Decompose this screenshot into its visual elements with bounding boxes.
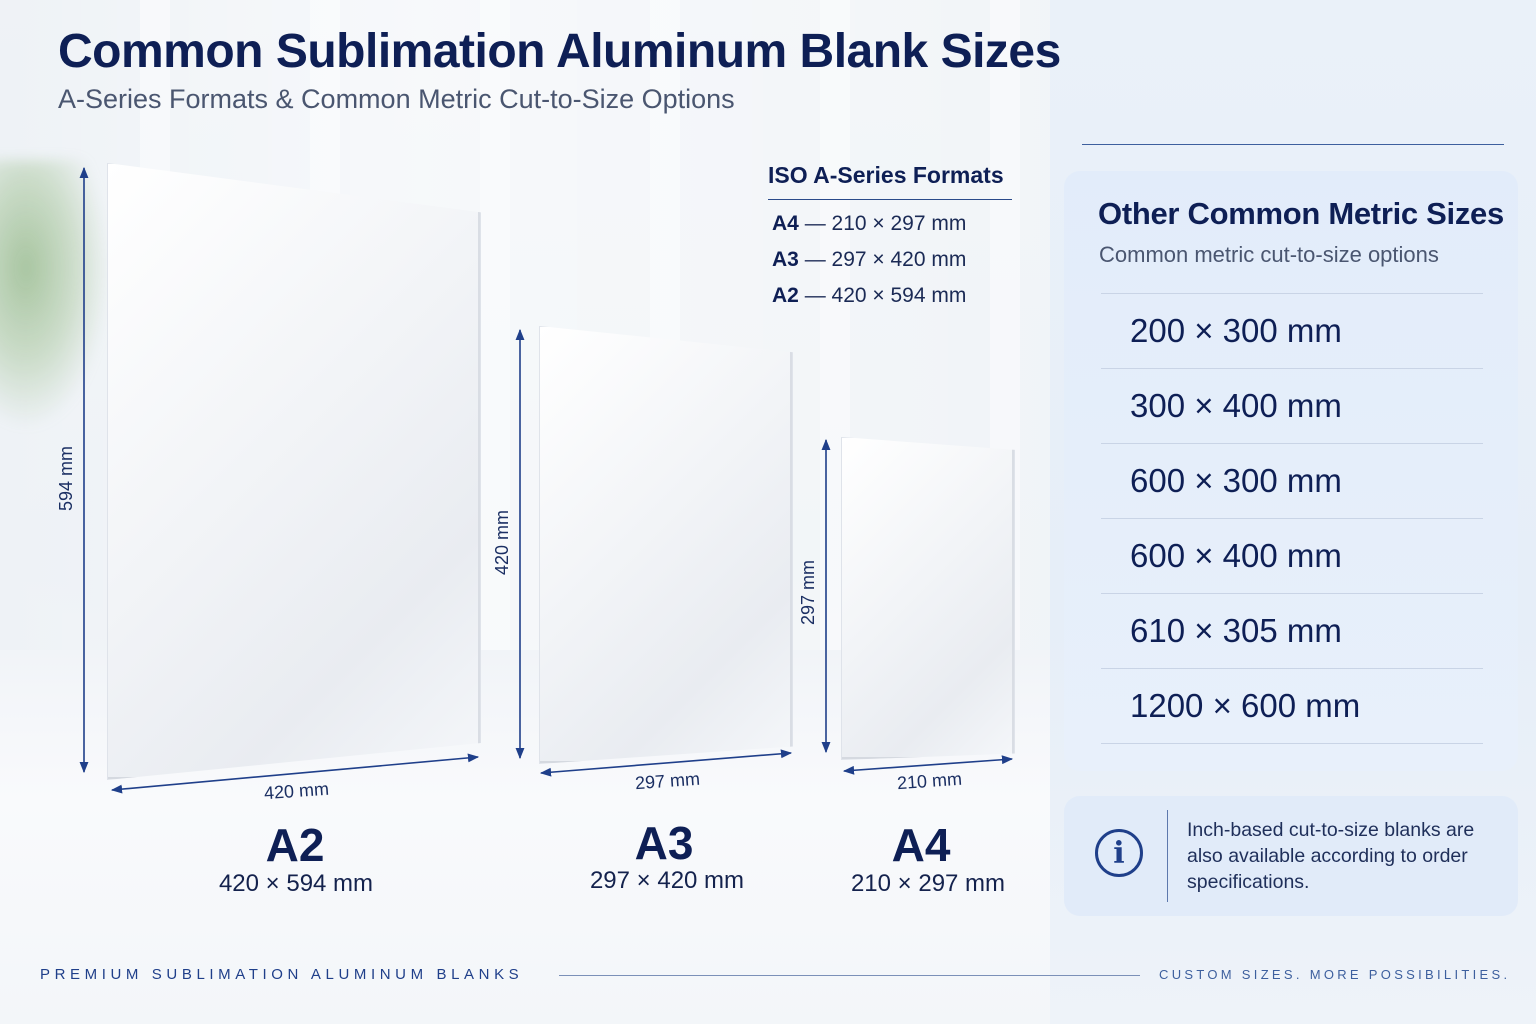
metric-sizes-card bbox=[1064, 171, 1518, 771]
a4-size: 210 × 297 mm bbox=[850, 870, 1006, 897]
iso-row-code: A4 bbox=[772, 212, 799, 235]
a4-name: A4 bbox=[891, 819, 951, 871]
footer-tagline-right: CUSTOM SIZES. MORE POSSIBILITIES. bbox=[1159, 967, 1511, 982]
background-plant bbox=[0, 160, 110, 430]
iso-row-dims: — 210 × 297 mm bbox=[804, 212, 967, 235]
a2-blank-panel bbox=[107, 163, 481, 780]
metric-size-item: 600 × 400 mm bbox=[1101, 518, 1483, 593]
top-divider bbox=[1082, 144, 1504, 145]
iso-row-code: A3 bbox=[772, 248, 799, 271]
metric-sizes-title: Other Common Metric Sizes bbox=[1098, 196, 1504, 231]
a2-width-arrow bbox=[110, 753, 480, 794]
info-text: Inch-based cut-to-size blanks are also a… bbox=[1187, 819, 1475, 893]
info-icon: i bbox=[1095, 829, 1143, 877]
iso-row-code: A2 bbox=[772, 284, 799, 307]
metric-sizes-subtitle: Common metric cut-to-size options bbox=[1099, 242, 1439, 267]
metric-sizes-list: 200 × 300 mm 300 × 400 mm 600 × 300 mm 6… bbox=[1101, 293, 1483, 744]
metric-size-item: 610 × 305 mm bbox=[1101, 593, 1483, 668]
a4-blank-panel bbox=[841, 437, 1015, 760]
a3-width-arrow bbox=[539, 749, 793, 777]
iso-row: A4 — 210 × 297 mm bbox=[768, 212, 1012, 236]
metric-size-item: 200 × 300 mm bbox=[1101, 293, 1483, 368]
a2-size: 420 × 594 mm bbox=[218, 870, 374, 897]
a3-name: A3 bbox=[634, 817, 694, 869]
footer-divider bbox=[559, 975, 1140, 976]
iso-formats-title: ISO A-Series Formats bbox=[768, 162, 1012, 200]
page-subtitle: A-Series Formats & Common Metric Cut-to-… bbox=[58, 84, 735, 114]
page-title: Common Sublimation Aluminum Blank Sizes bbox=[58, 25, 1061, 78]
footer-tagline-left: PREMIUM SUBLIMATION ALUMINUM BLANKS bbox=[40, 966, 524, 983]
a3-blank-panel bbox=[539, 326, 793, 764]
metric-size-item: 300 × 400 mm bbox=[1101, 368, 1483, 443]
iso-row: A3 — 297 × 420 mm bbox=[768, 248, 1012, 272]
iso-row-dims: — 297 × 420 mm bbox=[804, 248, 967, 271]
iso-row: A2 — 420 × 594 mm bbox=[768, 284, 1012, 308]
info-divider bbox=[1167, 810, 1168, 902]
a3-size: 297 × 420 mm bbox=[589, 867, 745, 894]
metric-size-item: 1200 × 600 mm bbox=[1101, 668, 1483, 744]
a2-name: A2 bbox=[265, 819, 325, 871]
a3-height-label: 420 mm bbox=[492, 509, 513, 576]
a4-width-arrow bbox=[842, 755, 1014, 775]
metric-size-item: 600 × 300 mm bbox=[1101, 443, 1483, 518]
a4-height-label: 297 mm bbox=[798, 559, 819, 626]
a2-height-label: 594 mm bbox=[56, 445, 77, 512]
iso-formats-list: ISO A-Series Formats A4 — 210 × 297 mm A… bbox=[768, 162, 1012, 308]
iso-row-dims: — 420 × 594 mm bbox=[804, 284, 967, 307]
